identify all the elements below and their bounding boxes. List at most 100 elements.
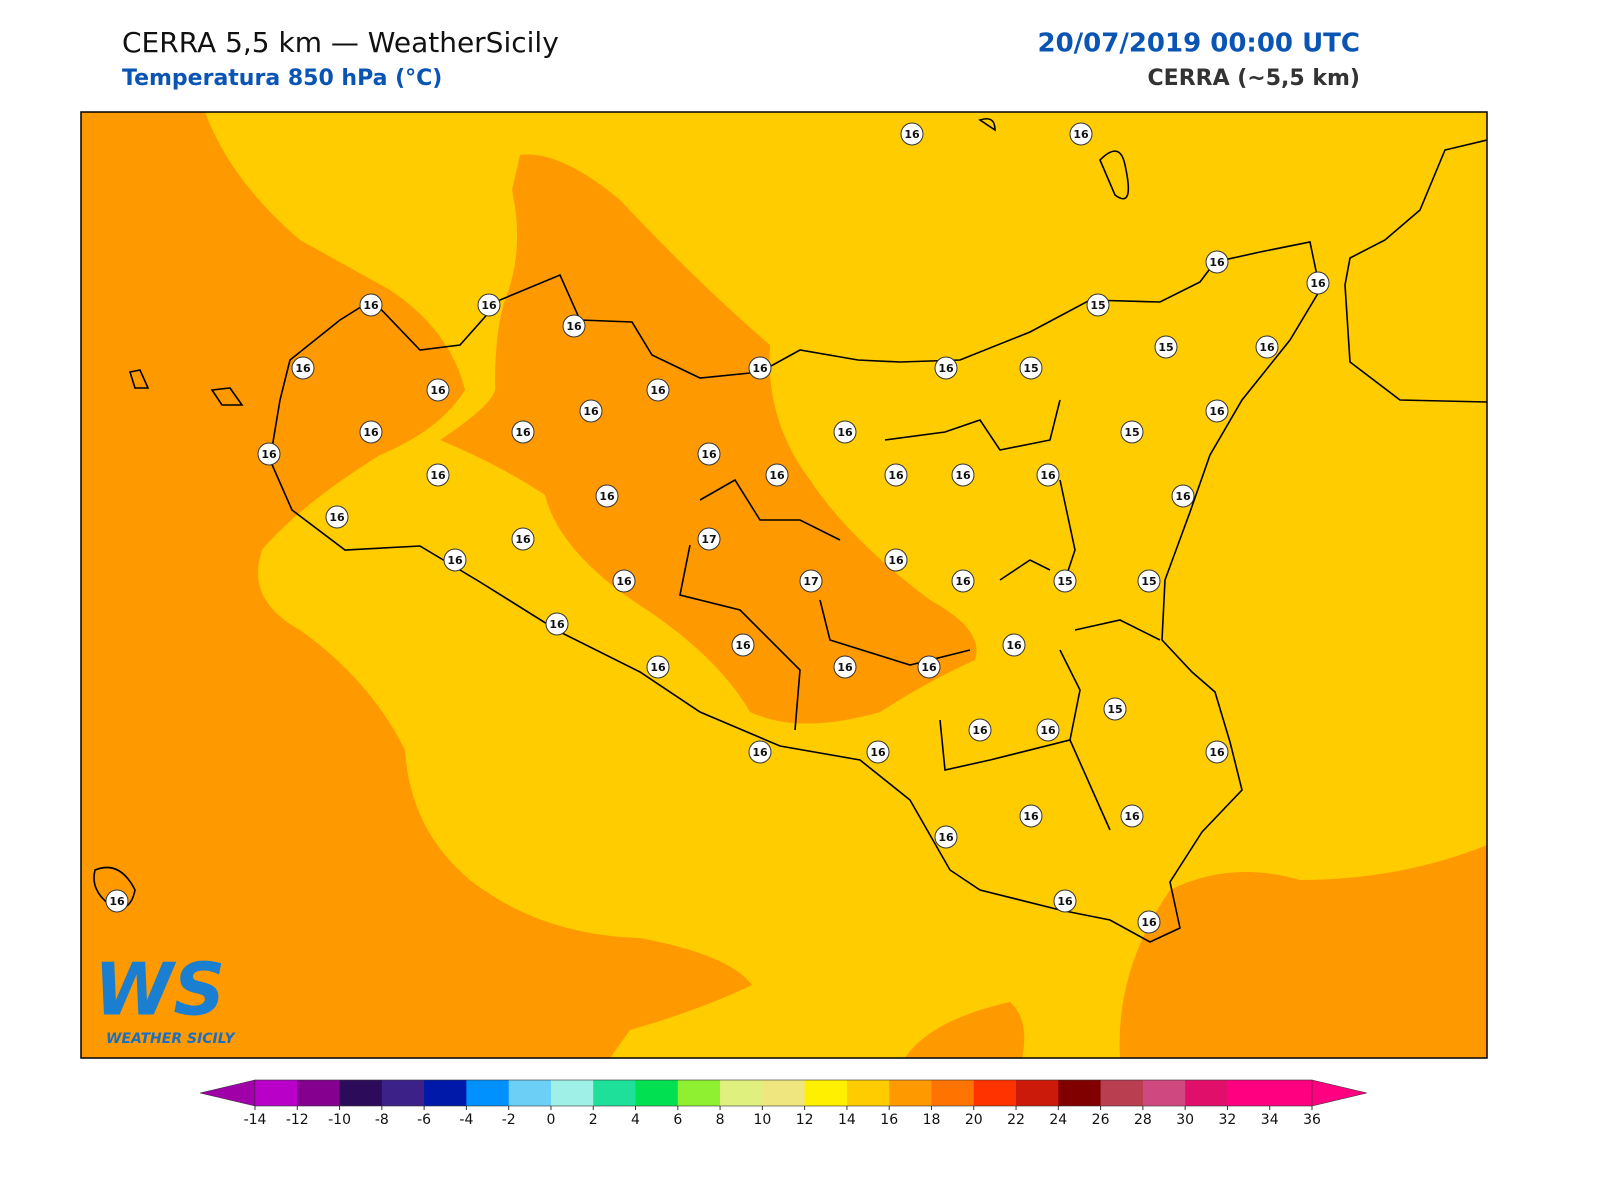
station: 16	[731, 633, 755, 657]
station-value: 16	[566, 320, 582, 333]
station: 16	[1019, 804, 1043, 828]
station-marker	[1120, 804, 1144, 828]
colorbar-tick-label: 4	[631, 1112, 640, 1128]
datetime: 20/07/2019 00:00 UTC	[1037, 29, 1360, 59]
station: 17	[697, 527, 721, 551]
station: 16	[1036, 718, 1060, 742]
station-marker	[595, 484, 619, 508]
station-value: 16	[1006, 639, 1022, 652]
station-value: 15	[1124, 426, 1139, 439]
station-marker	[1036, 718, 1060, 742]
station: 16	[884, 463, 908, 487]
colorbar-swatch	[424, 1080, 467, 1106]
station: 16	[646, 378, 670, 402]
station-marker	[1154, 335, 1178, 359]
station-marker	[1255, 335, 1279, 359]
colorbar-tick-label: 18	[923, 1112, 941, 1128]
station-value: 17	[803, 575, 818, 588]
colorbar-swatch	[339, 1080, 383, 1106]
station: 15	[1086, 293, 1110, 317]
station-value: 16	[752, 746, 768, 759]
station-value: 16	[972, 724, 988, 737]
colorbar-swatch	[720, 1080, 763, 1106]
station: 16	[291, 356, 315, 380]
colorbar-tick-label: 28	[1134, 1112, 1152, 1128]
station: 16	[748, 740, 772, 764]
station-marker	[612, 569, 636, 593]
station-value: 16	[769, 469, 785, 482]
station-marker	[1086, 293, 1110, 317]
station: 16	[477, 293, 501, 317]
colorbar-tick-label: 6	[673, 1112, 682, 1128]
colorbar-under	[199, 1079, 256, 1107]
station: 15	[1103, 697, 1127, 721]
station-value: 16	[955, 469, 971, 482]
colorbar-swatch	[762, 1080, 806, 1106]
station-marker	[1019, 804, 1043, 828]
station-marker	[579, 399, 603, 423]
station: 16	[1205, 399, 1229, 423]
station-value: 16	[650, 661, 666, 674]
station-value: 16	[955, 575, 971, 588]
station: 16	[697, 442, 721, 466]
station-value: 16	[888, 554, 904, 567]
logo-name: WEATHER SICILY	[106, 1031, 237, 1047]
colorbar-tick-label: 20	[965, 1112, 983, 1128]
station-marker	[1171, 484, 1195, 508]
station-marker	[884, 463, 908, 487]
station-value: 15	[1057, 575, 1072, 588]
station-value: 15	[1023, 362, 1038, 375]
station: 16	[833, 655, 857, 679]
station: 16	[426, 463, 450, 487]
colorbar-tick-label: 26	[1092, 1112, 1110, 1128]
colorbar-tick-label: 36	[1303, 1112, 1321, 1128]
station: 16	[257, 442, 281, 466]
station-value: 16	[870, 746, 886, 759]
station-marker	[1103, 697, 1127, 721]
station: 16	[646, 655, 670, 679]
colorbar-swatch	[889, 1080, 932, 1106]
station-marker	[562, 314, 586, 338]
colorbar-tick-label: 34	[1261, 1112, 1279, 1128]
station-marker	[951, 569, 975, 593]
station-marker	[1069, 122, 1093, 146]
colorbar-tick-label: 10	[753, 1112, 771, 1128]
station: 16	[934, 825, 958, 849]
station: 15	[1120, 420, 1144, 444]
colorbar-swatch	[1185, 1080, 1228, 1106]
colorbar-swatch	[297, 1080, 341, 1106]
station-value: 16	[481, 299, 497, 312]
station: 16	[1205, 740, 1229, 764]
station-value: 16	[904, 128, 920, 141]
colorbar-tick-label: 24	[1049, 1112, 1067, 1128]
colorbar-swatch	[466, 1080, 510, 1106]
field-orange	[905, 1002, 1025, 1058]
colorbar-swatch	[550, 1080, 594, 1106]
station-marker	[1137, 910, 1161, 934]
station-marker	[359, 420, 383, 444]
colorbar-tick-label: -12	[286, 1112, 309, 1128]
colorbar-swatch	[1016, 1080, 1059, 1106]
stations: 16 16 16 16 16 16 16 15 15 16 16 16 16 15 16 16 16 16 16 16…	[105, 122, 1330, 934]
station-marker	[105, 889, 129, 913]
colorbar-swatch	[677, 1080, 721, 1106]
station-value: 15	[1090, 299, 1105, 312]
station-marker	[1205, 740, 1229, 764]
station: 16	[917, 655, 941, 679]
colorbar-swatch	[593, 1080, 637, 1106]
station-marker	[884, 548, 908, 572]
station-value: 16	[1040, 724, 1056, 737]
station-marker	[765, 463, 789, 487]
station-marker	[325, 505, 349, 529]
station-marker	[917, 655, 941, 679]
station-value: 16	[888, 469, 904, 482]
station-value: 16	[1209, 256, 1225, 269]
station-value: 16	[1141, 916, 1157, 929]
station-value: 16	[752, 362, 768, 375]
station: 16	[562, 314, 586, 338]
station: 16	[1120, 804, 1144, 828]
station: 16	[951, 463, 975, 487]
station-marker	[1205, 399, 1229, 423]
station-marker	[545, 612, 569, 636]
field-orange	[81, 112, 752, 1058]
